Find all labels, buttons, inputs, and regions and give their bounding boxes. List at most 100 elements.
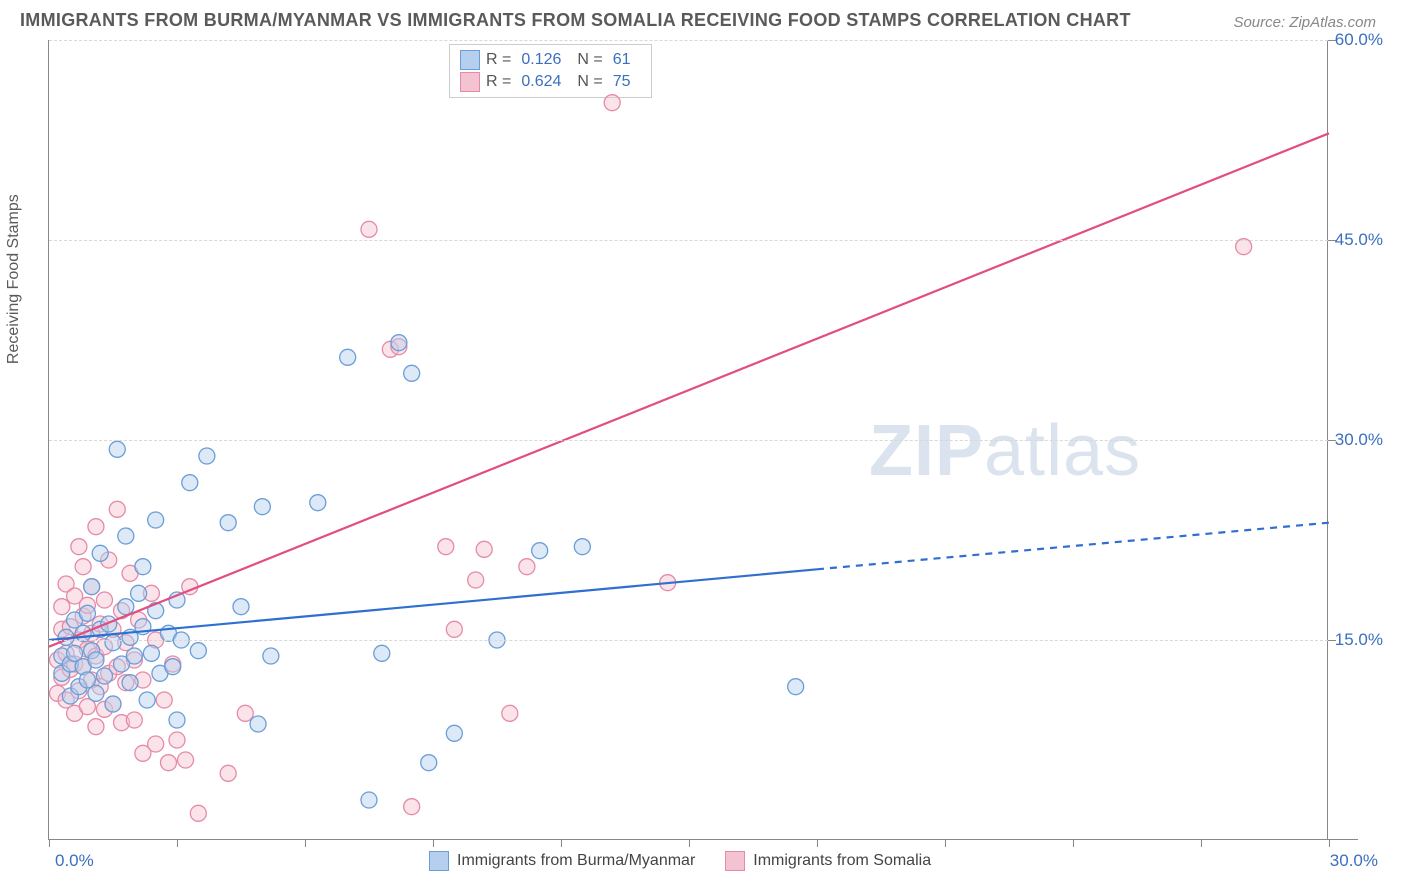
data-point [105, 696, 121, 712]
data-point [519, 559, 535, 575]
legend-item-a: Immigrants from Burma/Myanmar [429, 851, 695, 871]
source-text: Source: ZipAtlas.com [1233, 14, 1376, 31]
y-axis-title: Receiving Food Stamps [5, 194, 23, 364]
data-point [169, 712, 185, 728]
x-tick [817, 839, 818, 847]
data-point [131, 585, 147, 601]
x-tick [945, 839, 946, 847]
data-point [391, 335, 407, 351]
gridline [49, 440, 1328, 441]
trend-line [817, 523, 1329, 570]
data-point [105, 635, 121, 651]
data-point [182, 475, 198, 491]
x-tick [561, 839, 562, 847]
x-tick [305, 839, 306, 847]
data-point [165, 659, 181, 675]
data-point [96, 592, 112, 608]
data-point [88, 685, 104, 701]
data-point [254, 499, 270, 515]
x-tick [433, 839, 434, 847]
data-point [88, 652, 104, 668]
x-tick [1329, 839, 1330, 847]
data-point [118, 599, 134, 615]
data-point [361, 221, 377, 237]
data-point [233, 599, 249, 615]
data-point [220, 765, 236, 781]
swatch-series-b-bottom [725, 851, 745, 871]
data-point [404, 799, 420, 815]
data-point [502, 705, 518, 721]
x-tick [177, 839, 178, 847]
trend-line [49, 133, 1329, 646]
data-point [237, 705, 253, 721]
x-tick [1073, 839, 1074, 847]
data-point [446, 725, 462, 741]
data-point [126, 648, 142, 664]
data-point [88, 519, 104, 535]
chart-title: IMMIGRANTS FROM BURMA/MYANMAR VS IMMIGRA… [20, 10, 1131, 31]
data-point [263, 648, 279, 664]
data-point [250, 716, 266, 732]
legend-bottom: Immigrants from Burma/Myanmar Immigrants… [429, 851, 931, 871]
gridline [49, 240, 1328, 241]
x-tick [1201, 839, 1202, 847]
data-point [135, 559, 151, 575]
data-point [421, 755, 437, 771]
data-point [190, 643, 206, 659]
data-point [476, 541, 492, 557]
data-point [532, 543, 548, 559]
x-tick [49, 839, 50, 847]
gridline [49, 40, 1328, 41]
legend-label-a: Immigrants from Burma/Myanmar [457, 852, 695, 870]
y-tick [1328, 440, 1336, 441]
x-axis-max-label: 30.0% [1330, 851, 1378, 871]
data-point [220, 515, 236, 531]
data-point [404, 365, 420, 381]
trend-line [49, 569, 817, 640]
chart-area: Receiving Food Stamps ZIPatlas R = 0.126… [48, 40, 1358, 840]
data-point [310, 495, 326, 511]
data-point [139, 692, 155, 708]
data-point [199, 448, 215, 464]
data-point [88, 719, 104, 735]
data-point [96, 668, 112, 684]
y-tick-label: 45.0% [1335, 230, 1383, 250]
data-point [190, 805, 206, 821]
data-point [71, 539, 87, 555]
data-point [574, 539, 590, 555]
data-point [169, 732, 185, 748]
x-axis-min-label: 0.0% [55, 851, 94, 871]
data-point [156, 692, 172, 708]
data-point [79, 605, 95, 621]
data-point [84, 579, 100, 595]
y-tick [1328, 640, 1336, 641]
gridline [49, 640, 1328, 641]
data-point [361, 792, 377, 808]
data-point [118, 528, 134, 544]
data-point [446, 621, 462, 637]
data-point [148, 736, 164, 752]
swatch-series-a-bottom [429, 851, 449, 871]
y-tick-label: 15.0% [1335, 630, 1383, 650]
y-tick-label: 60.0% [1335, 30, 1383, 50]
data-point [438, 539, 454, 555]
data-point [468, 572, 484, 588]
data-point [75, 559, 91, 575]
data-point [374, 645, 390, 661]
data-point [122, 675, 138, 691]
data-point [340, 349, 356, 365]
legend-item-b: Immigrants from Somalia [725, 851, 931, 871]
data-point [1236, 239, 1252, 255]
y-tick [1328, 40, 1336, 41]
data-point [109, 441, 125, 457]
y-tick [1328, 240, 1336, 241]
y-tick-label: 30.0% [1335, 430, 1383, 450]
data-point [148, 512, 164, 528]
data-point [109, 501, 125, 517]
x-tick [689, 839, 690, 847]
data-point [178, 752, 194, 768]
data-point [54, 599, 70, 615]
data-point [143, 645, 159, 661]
data-point [126, 712, 142, 728]
legend-label-b: Immigrants from Somalia [753, 852, 931, 870]
